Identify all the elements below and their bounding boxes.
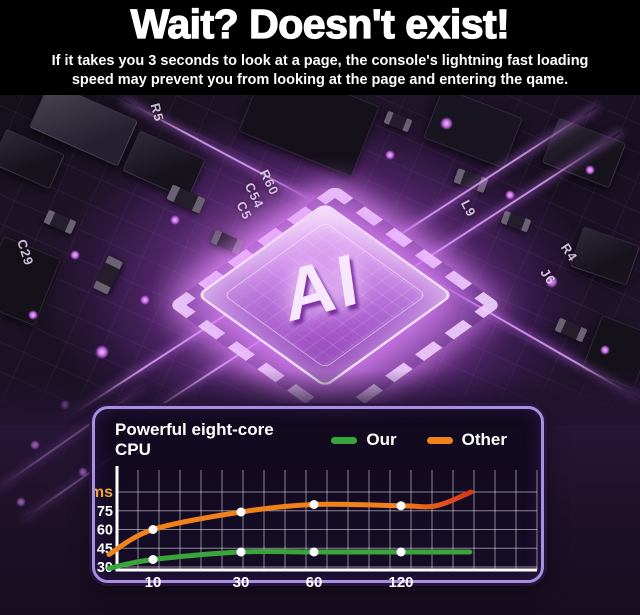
board-silkscreen-label: R5 xyxy=(147,101,167,124)
board-smd-component xyxy=(554,317,588,343)
bokeh-glow-dot xyxy=(30,440,40,450)
board-component xyxy=(238,95,380,178)
legend-label-other: Other xyxy=(461,430,507,449)
chart-legend: Our Other xyxy=(301,430,507,450)
subtitle-line-1: If it takes you 3 seconds to look at a p… xyxy=(51,53,589,69)
board-component xyxy=(122,130,206,200)
board-smd-component xyxy=(210,229,244,255)
legend-item-our: Our xyxy=(331,430,397,450)
bokeh-glow-dot xyxy=(585,165,595,175)
chart-header: Powerful eight-core CPU Our Other xyxy=(95,409,541,460)
bokeh-glow-dot xyxy=(170,215,180,225)
board-smd-component xyxy=(383,110,413,133)
bokeh-glow-dot xyxy=(78,467,88,477)
board-smd-component xyxy=(43,209,77,235)
svg-text:30: 30 xyxy=(233,574,250,591)
bokeh-glow-dot xyxy=(600,345,610,355)
legend-dash-our-icon xyxy=(331,436,358,444)
board-component xyxy=(423,95,523,169)
svg-text:10: 10 xyxy=(145,574,162,591)
bokeh-glow-dot xyxy=(70,250,80,260)
subtitle: If it takes you 3 seconds to look at a p… xyxy=(0,52,640,90)
header: Wait? Doesn't exist! If it takes you 3 s… xyxy=(0,0,640,95)
circuit-board-image: R5 R60 C54 C5 C29 L9 R4 J6 AI xyxy=(0,95,640,430)
bokeh-glow-dot xyxy=(60,400,70,410)
legend-dash-other-icon xyxy=(426,436,453,444)
chart-title: Powerful eight-core CPU xyxy=(115,420,274,459)
bokeh-glow-dot xyxy=(95,345,109,359)
svg-text:ms: ms xyxy=(95,484,113,501)
bokeh-glow-dot xyxy=(545,275,558,288)
bokeh-glow-dot xyxy=(440,117,453,130)
svg-text:75: 75 xyxy=(97,504,113,520)
bokeh-glow-dot xyxy=(140,295,150,305)
bokeh-glow-dot xyxy=(385,150,395,160)
svg-text:60: 60 xyxy=(306,574,323,591)
board-component xyxy=(581,314,640,390)
svg-text:60: 60 xyxy=(97,523,113,539)
subtitle-line-2: speed may prevent you from looking at th… xyxy=(71,72,569,88)
board-smd-component xyxy=(500,210,532,233)
board-silkscreen-label: L9 xyxy=(457,197,480,220)
svg-text:30: 30 xyxy=(97,560,113,576)
cpu-chart-panel: Powerful eight-core CPU Our Other ms 75 60… xyxy=(92,406,544,591)
svg-text:120: 120 xyxy=(388,574,413,591)
board-smd-component xyxy=(92,255,124,295)
bokeh-glow-dot xyxy=(28,310,38,320)
legend-label-our: Our xyxy=(366,430,397,449)
legend-item-other: Other xyxy=(426,430,507,450)
bokeh-glow-dot xyxy=(16,497,26,507)
board-component xyxy=(541,117,627,189)
bokeh-glow-dot xyxy=(505,190,515,200)
page-title: Wait? Doesn't exist! xyxy=(130,1,510,47)
